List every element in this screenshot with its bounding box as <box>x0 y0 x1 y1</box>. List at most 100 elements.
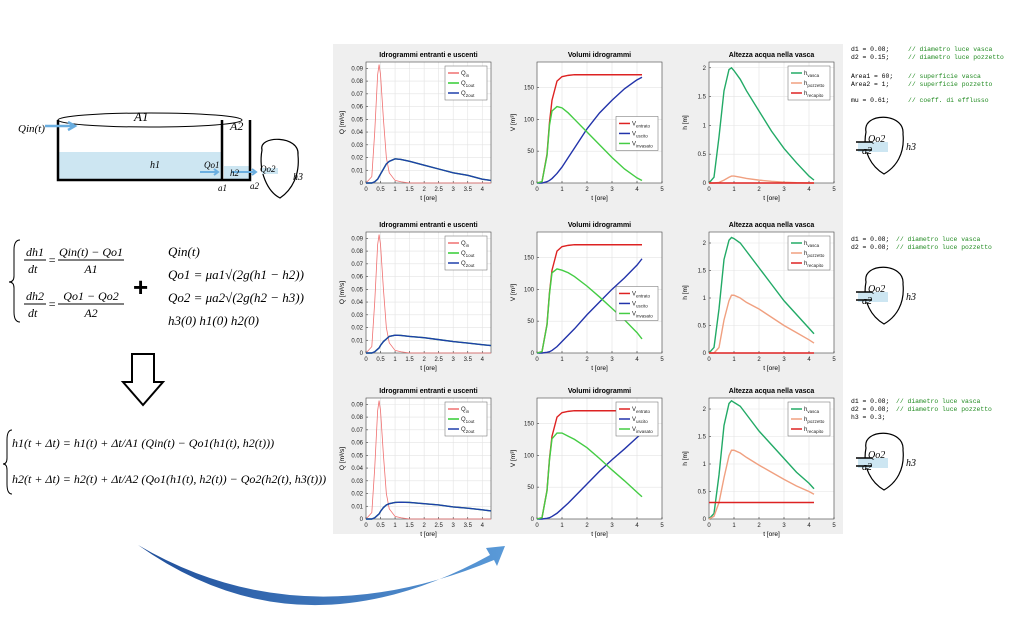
y-tick-label: 0.07 <box>351 428 363 434</box>
legend-label: Qin <box>461 241 470 248</box>
legend-label-sub: invasato <box>636 313 653 318</box>
y-tick-label: 1 <box>703 296 707 302</box>
legend-label: hpozzetto <box>804 417 825 424</box>
x-axis-label: t [ore] <box>591 365 608 372</box>
legend-label-sub: 1out <box>466 253 476 258</box>
y-tick-label: 0.02 <box>351 492 363 498</box>
y-tick-label: 1.5 <box>698 95 707 101</box>
legend-label-main: Q <box>461 71 466 77</box>
series-line <box>537 76 643 184</box>
legend-label-sub: uscito <box>636 303 648 308</box>
definition: Qin(t) <box>168 244 200 259</box>
icon-label: h3 <box>906 142 916 153</box>
x-tick-label: 4 <box>807 523 811 529</box>
x-tick-label: 2 <box>757 523 761 529</box>
y-tick-label: 0.04 <box>351 130 363 136</box>
legend-label: Vinvasato <box>632 141 653 148</box>
series-line <box>537 432 643 520</box>
legend-label-main: Q <box>461 91 466 97</box>
series-line <box>366 158 492 184</box>
legend-label-main: h <box>804 241 807 247</box>
icon-label: Qo2 <box>868 134 885 145</box>
series-line <box>708 66 815 184</box>
y-tick-label: 0.01 <box>351 338 363 344</box>
y-tick-label: 0 <box>531 351 535 357</box>
y-tick-label: 0.04 <box>351 300 363 306</box>
legend-label-main: h <box>804 407 807 413</box>
y-tick-label: 0 <box>703 181 707 187</box>
x-tick-label: 1 <box>560 523 564 529</box>
update-equation: h1(t + Δt) = h1(t) + Δt/A1 (Qin(t) − Qo1… <box>12 436 274 450</box>
series-line <box>536 432 643 520</box>
chart: 0 50 100 150 0 1 2 3 4 5 Volumi idrogrammi t [ore] V… <box>510 388 664 538</box>
y-tick-label: 0.08 <box>351 79 363 85</box>
content: 0 0.01 0.02 0.03 0.04 0.05 0.06 0.07 0.08 0.09 0 0.… <box>12 46 1004 538</box>
code: d2 = 0.15; <box>851 54 889 61</box>
x-tick-label: 2 <box>757 357 761 363</box>
y-tick-label: 150 <box>524 255 535 261</box>
legend-label: hpozzetto <box>804 81 825 88</box>
legend-label: Ventrato <box>632 407 651 414</box>
legend-label: Q2out <box>461 261 475 268</box>
legend-label-main: Q <box>461 427 466 433</box>
legend-label: Vinvasato <box>632 427 653 434</box>
y-tick-label: 0 <box>360 351 364 357</box>
code-comment: // diametro luce pozzetto <box>896 244 992 251</box>
x-tick-label: 0 <box>364 357 368 363</box>
legend-label-sub: pozzetto <box>807 83 825 88</box>
legend-label: Vinvasato <box>632 311 653 318</box>
x-tick-label: 3 <box>782 357 786 363</box>
x-tick-label: 1.5 <box>405 187 414 193</box>
y-tick-label: 50 <box>527 319 534 325</box>
chart: 0 0.01 0.02 0.03 0.04 0.05 0.06 0.07 0.08 0.09 0 0.… <box>339 388 492 538</box>
eq-den: A1 <box>83 262 97 276</box>
legend-label-sub: pozzetto <box>807 253 825 258</box>
x-tick-label: 4 <box>481 187 485 193</box>
legend-label-main: Q <box>461 81 466 87</box>
icon-outline <box>864 116 904 175</box>
series-line <box>709 294 815 354</box>
eq-den: dt <box>28 262 38 276</box>
x-tick-label: 0.5 <box>376 357 385 363</box>
chart: 0 0.01 0.02 0.03 0.04 0.05 0.06 0.07 0.08 0.09 0 0.… <box>339 222 492 372</box>
legend-label: Ventrato <box>632 121 651 128</box>
y-axis-label: V [m³] <box>510 450 517 468</box>
x-axis-label: t [ore] <box>763 195 780 202</box>
y-tick-label: 2 <box>703 66 707 72</box>
x-tick-label: 3 <box>610 357 614 363</box>
y-tick-label: 0.04 <box>351 466 363 472</box>
x-tick-label: 2 <box>422 523 426 529</box>
x-tick-label: 1 <box>393 187 397 193</box>
icon-outline <box>864 266 904 325</box>
x-tick-label: 2 <box>422 357 426 363</box>
icon-label: Qo2 <box>868 450 885 461</box>
x-tick-label: 1.5 <box>405 523 414 529</box>
x-axis-label: t [ore] <box>420 195 437 202</box>
code-comment: // superficie pozzetto <box>908 81 993 88</box>
legend-label-sub: invasato <box>636 143 653 148</box>
chart-title: Idrogrammi entranti e uscenti <box>379 52 477 59</box>
series-line <box>366 334 492 354</box>
y-tick-label: 0.09 <box>351 66 363 72</box>
legend-label: hpozzetto <box>804 251 825 258</box>
x-tick-label: 3.5 <box>464 187 473 193</box>
eq-sign: = <box>48 297 56 311</box>
series-line <box>708 399 815 520</box>
icon-pipe <box>856 141 872 151</box>
legend-label: Qin <box>461 71 470 78</box>
chart-title: Altezza acqua nella vasca <box>729 222 815 229</box>
series-line <box>708 236 815 354</box>
x-tick-label: 2.5 <box>435 523 444 529</box>
legend-label-sub: recapito <box>807 93 824 98</box>
y-tick-label: 0.06 <box>351 105 363 111</box>
legend-label-sub: in <box>466 73 470 78</box>
code: mu = 0.61; <box>851 97 889 104</box>
y-tick-label: 0 <box>360 517 364 523</box>
y-axis-label: Q [m³/s] <box>339 281 346 304</box>
legend-label-main: V <box>632 407 636 413</box>
x-tick-label: 3.5 <box>464 523 473 529</box>
y-tick-label: 0 <box>360 181 364 187</box>
y-axis-label: V [m³] <box>510 284 517 302</box>
